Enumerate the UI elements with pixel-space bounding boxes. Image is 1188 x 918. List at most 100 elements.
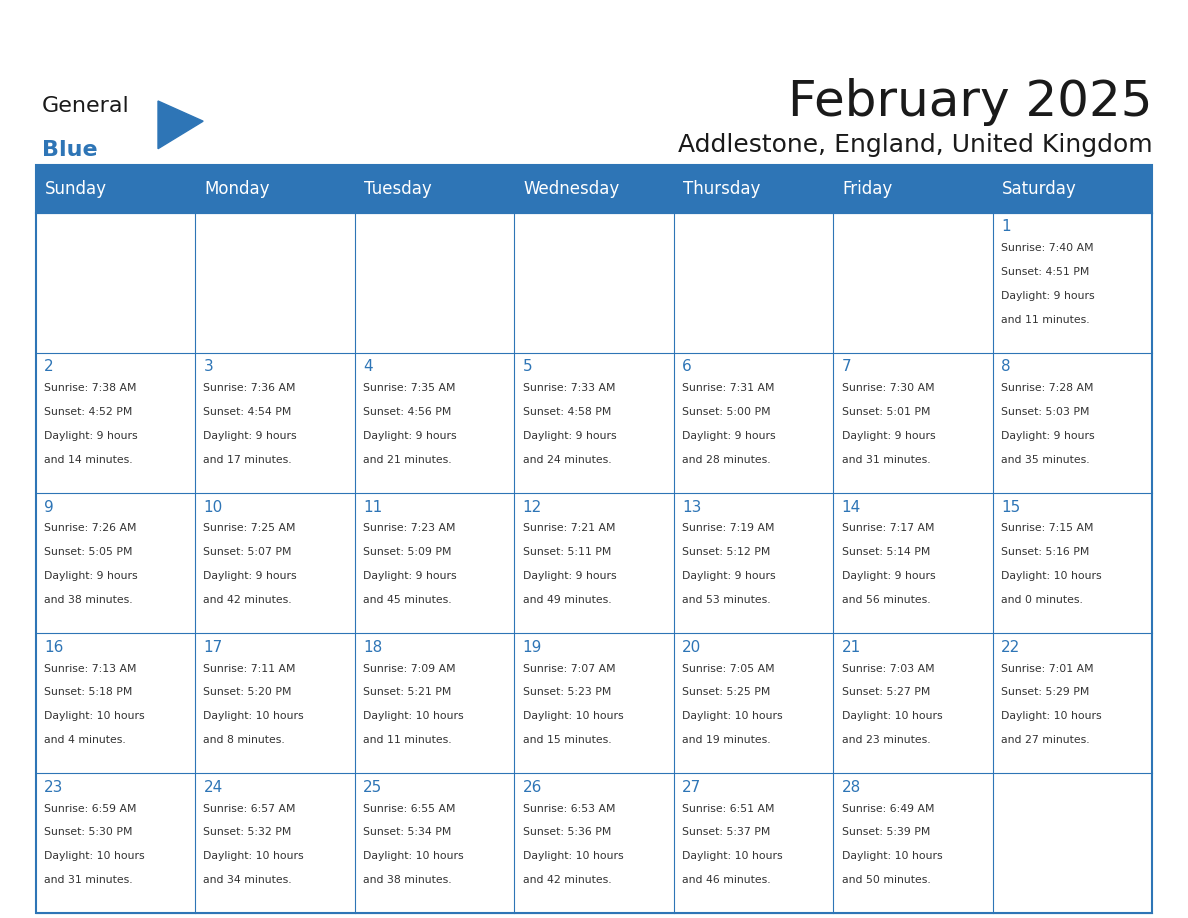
Text: Sunset: 5:23 PM: Sunset: 5:23 PM bbox=[523, 688, 611, 698]
Text: Sunset: 5:12 PM: Sunset: 5:12 PM bbox=[682, 547, 771, 557]
Text: Wednesday: Wednesday bbox=[524, 180, 620, 198]
Text: 24: 24 bbox=[203, 779, 222, 795]
Text: Daylight: 9 hours: Daylight: 9 hours bbox=[682, 431, 776, 441]
Text: 19: 19 bbox=[523, 640, 542, 655]
Text: 1: 1 bbox=[1001, 219, 1011, 234]
Text: Monday: Monday bbox=[204, 180, 270, 198]
Text: Sunrise: 6:57 AM: Sunrise: 6:57 AM bbox=[203, 803, 296, 813]
Text: Sunrise: 7:21 AM: Sunrise: 7:21 AM bbox=[523, 523, 615, 533]
Text: 4: 4 bbox=[364, 360, 373, 375]
Text: 25: 25 bbox=[364, 779, 383, 795]
Text: Sunset: 5:03 PM: Sunset: 5:03 PM bbox=[1001, 408, 1089, 417]
Text: Friday: Friday bbox=[842, 180, 893, 198]
Text: Daylight: 10 hours: Daylight: 10 hours bbox=[364, 711, 463, 722]
Bar bbox=[355, 493, 514, 633]
Text: Sunset: 5:05 PM: Sunset: 5:05 PM bbox=[44, 547, 132, 557]
Bar bbox=[833, 493, 993, 633]
Text: Daylight: 10 hours: Daylight: 10 hours bbox=[523, 851, 624, 861]
Text: and 34 minutes.: and 34 minutes. bbox=[203, 875, 292, 885]
Bar bbox=[674, 773, 833, 913]
Text: Sunrise: 7:03 AM: Sunrise: 7:03 AM bbox=[841, 664, 934, 674]
Text: 27: 27 bbox=[682, 779, 701, 795]
Text: Sunset: 5:00 PM: Sunset: 5:00 PM bbox=[682, 408, 771, 417]
Text: Sunset: 5:21 PM: Sunset: 5:21 PM bbox=[364, 688, 451, 698]
Bar bbox=[833, 353, 993, 493]
Text: Daylight: 10 hours: Daylight: 10 hours bbox=[682, 711, 783, 722]
Text: 18: 18 bbox=[364, 640, 383, 655]
Bar bbox=[833, 213, 993, 353]
Bar bbox=[36, 213, 195, 353]
Bar bbox=[36, 493, 195, 633]
Text: and 24 minutes.: and 24 minutes. bbox=[523, 455, 611, 465]
Text: 17: 17 bbox=[203, 640, 222, 655]
Text: and 17 minutes.: and 17 minutes. bbox=[203, 455, 292, 465]
Text: Sunrise: 7:19 AM: Sunrise: 7:19 AM bbox=[682, 523, 775, 533]
Text: Sunset: 5:30 PM: Sunset: 5:30 PM bbox=[44, 827, 132, 837]
Bar bbox=[195, 493, 355, 633]
Text: Daylight: 10 hours: Daylight: 10 hours bbox=[1001, 571, 1101, 581]
Text: Sunrise: 7:09 AM: Sunrise: 7:09 AM bbox=[364, 664, 456, 674]
Text: Daylight: 9 hours: Daylight: 9 hours bbox=[841, 571, 935, 581]
Text: Daylight: 9 hours: Daylight: 9 hours bbox=[44, 571, 138, 581]
Bar bbox=[195, 773, 355, 913]
Text: and 11 minutes.: and 11 minutes. bbox=[364, 735, 451, 745]
Text: and 38 minutes.: and 38 minutes. bbox=[364, 875, 451, 885]
Text: 16: 16 bbox=[44, 640, 63, 655]
Polygon shape bbox=[158, 101, 203, 149]
Bar bbox=[833, 633, 993, 773]
Text: 7: 7 bbox=[841, 360, 852, 375]
Text: Sunset: 5:27 PM: Sunset: 5:27 PM bbox=[841, 688, 930, 698]
Text: Sunset: 5:07 PM: Sunset: 5:07 PM bbox=[203, 547, 292, 557]
Text: Sunrise: 7:15 AM: Sunrise: 7:15 AM bbox=[1001, 523, 1094, 533]
Bar bbox=[993, 493, 1152, 633]
Text: Sunset: 5:36 PM: Sunset: 5:36 PM bbox=[523, 827, 611, 837]
Bar bbox=[36, 773, 195, 913]
Text: Daylight: 10 hours: Daylight: 10 hours bbox=[523, 711, 624, 722]
Text: and 45 minutes.: and 45 minutes. bbox=[364, 595, 451, 605]
Text: Sunset: 5:39 PM: Sunset: 5:39 PM bbox=[841, 827, 930, 837]
Text: Sunrise: 7:30 AM: Sunrise: 7:30 AM bbox=[841, 384, 934, 393]
Text: Sunrise: 7:36 AM: Sunrise: 7:36 AM bbox=[203, 384, 296, 393]
Text: Daylight: 10 hours: Daylight: 10 hours bbox=[44, 711, 145, 722]
Text: Daylight: 9 hours: Daylight: 9 hours bbox=[1001, 291, 1095, 301]
Text: Sunset: 4:58 PM: Sunset: 4:58 PM bbox=[523, 408, 611, 417]
Text: and 8 minutes.: and 8 minutes. bbox=[203, 735, 285, 745]
Bar bbox=[195, 633, 355, 773]
Text: Daylight: 10 hours: Daylight: 10 hours bbox=[203, 711, 304, 722]
Text: Daylight: 10 hours: Daylight: 10 hours bbox=[841, 711, 942, 722]
Bar bbox=[36, 165, 1152, 913]
Bar bbox=[674, 493, 833, 633]
Text: Sunset: 4:51 PM: Sunset: 4:51 PM bbox=[1001, 267, 1089, 277]
Text: 9: 9 bbox=[44, 499, 53, 515]
Text: Saturday: Saturday bbox=[1003, 180, 1078, 198]
Text: and 31 minutes.: and 31 minutes. bbox=[44, 875, 133, 885]
Bar bbox=[674, 633, 833, 773]
Text: Sunrise: 6:55 AM: Sunrise: 6:55 AM bbox=[364, 803, 455, 813]
Text: Daylight: 10 hours: Daylight: 10 hours bbox=[203, 851, 304, 861]
Text: Sunset: 4:52 PM: Sunset: 4:52 PM bbox=[44, 408, 132, 417]
Text: Daylight: 9 hours: Daylight: 9 hours bbox=[364, 571, 456, 581]
Text: Sunset: 5:37 PM: Sunset: 5:37 PM bbox=[682, 827, 771, 837]
Text: Sunset: 4:54 PM: Sunset: 4:54 PM bbox=[203, 408, 292, 417]
Text: Sunrise: 7:31 AM: Sunrise: 7:31 AM bbox=[682, 384, 775, 393]
Text: and 42 minutes.: and 42 minutes. bbox=[523, 875, 611, 885]
Text: Sunrise: 7:40 AM: Sunrise: 7:40 AM bbox=[1001, 243, 1094, 253]
Text: Sunset: 5:09 PM: Sunset: 5:09 PM bbox=[364, 547, 451, 557]
Bar bbox=[993, 213, 1152, 353]
Text: 26: 26 bbox=[523, 779, 542, 795]
Text: Sunset: 5:29 PM: Sunset: 5:29 PM bbox=[1001, 688, 1089, 698]
Text: and 14 minutes.: and 14 minutes. bbox=[44, 455, 133, 465]
Text: Sunrise: 7:38 AM: Sunrise: 7:38 AM bbox=[44, 384, 137, 393]
Bar bbox=[514, 773, 674, 913]
Text: 14: 14 bbox=[841, 499, 861, 515]
Text: 21: 21 bbox=[841, 640, 861, 655]
Text: and 50 minutes.: and 50 minutes. bbox=[841, 875, 930, 885]
Text: Sunrise: 7:26 AM: Sunrise: 7:26 AM bbox=[44, 523, 137, 533]
Bar bbox=[355, 213, 514, 353]
Text: Sunset: 5:16 PM: Sunset: 5:16 PM bbox=[1001, 547, 1089, 557]
Bar bbox=[674, 213, 833, 353]
Bar bbox=[993, 633, 1152, 773]
Bar bbox=[514, 633, 674, 773]
Text: 20: 20 bbox=[682, 640, 701, 655]
Text: Sunrise: 6:59 AM: Sunrise: 6:59 AM bbox=[44, 803, 137, 813]
